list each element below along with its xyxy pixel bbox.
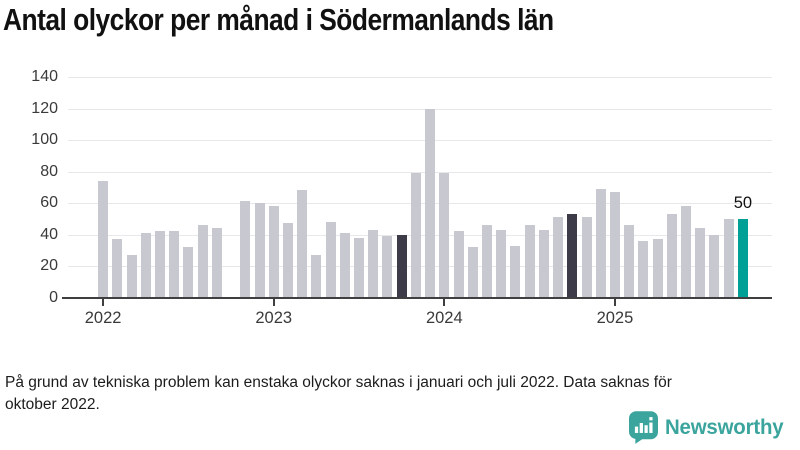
bar-2025-09: [723, 218, 734, 298]
newsworthy-logo-icon: [629, 411, 659, 444]
plot-area: 0 20 40 60 80 100 120 140 50 2022 2023 2024 2025: [31, 68, 772, 327]
bar-2025-05: [666, 214, 677, 298]
bar-2024-12: [595, 188, 606, 298]
bar-2025-04: [652, 239, 663, 298]
y-axis-tick-label: 100: [31, 131, 58, 148]
bar-2023-04: [311, 254, 322, 298]
y-axis-tick-label: 0: [49, 288, 58, 306]
x-axis-year-label-2024: 2024: [425, 308, 463, 327]
chart-title: Antal olyckor per månad i Södermanlands …: [3, 2, 554, 37]
bar-2024-07: [524, 225, 535, 298]
bar-2022-03: [126, 254, 137, 298]
bar-2024-04: [481, 225, 492, 298]
bar-2024-02: [453, 231, 464, 298]
bar-2025-03: [638, 240, 649, 298]
bar-2024-10: [567, 214, 578, 298]
bar-2022-12: [254, 203, 265, 298]
x-axis-tick-2025: [613, 299, 616, 306]
y-axis-tick-label: 80: [40, 162, 58, 180]
newsworthy-logo-text: Newsworthy: [665, 415, 784, 439]
y-axis-tick-label: 20: [40, 257, 58, 274]
bar-2023-10: [396, 234, 407, 298]
gridline-y-80: [68, 171, 772, 173]
x-axis-line: [62, 296, 772, 299]
bar-2024-03: [467, 247, 478, 298]
y-axis-tick-label: 60: [40, 194, 58, 211]
bar-2025-10: [737, 218, 748, 298]
bar-2025-02: [624, 225, 635, 298]
bar-2023-08: [368, 229, 379, 298]
value-annotation: 50: [733, 193, 753, 212]
footnote-line-1: På grund av tekniska problem kan enstaka…: [5, 374, 672, 391]
bar-2025-07: [695, 228, 706, 298]
bar-2025-08: [709, 234, 720, 298]
x-axis-tick-2023: [272, 299, 275, 306]
bar-2022-02: [112, 239, 123, 298]
y-axis-tick-label: 140: [31, 68, 58, 85]
x-axis-year-label-2022: 2022: [84, 308, 122, 327]
gridline-y-140: [68, 77, 772, 78]
bar-2024-09: [553, 217, 564, 298]
bar-2023-03: [297, 190, 308, 298]
bar-2023-09: [382, 236, 393, 298]
gridline-y-100: [68, 140, 772, 141]
bar-2022-09: [211, 228, 222, 298]
footnote: På grund av tekniska problem kan enstaka…: [5, 372, 672, 416]
bar-2022-05: [154, 231, 165, 298]
gridline-y-120: [68, 108, 772, 110]
bar-2025-01: [609, 191, 620, 298]
newsworthy-logo: Newsworthy: [629, 411, 790, 444]
x-axis-year-label-2023: 2023: [255, 308, 293, 327]
y-axis-tick-label: 40: [40, 225, 58, 243]
bar-2025-06: [681, 206, 692, 298]
bar-2022-11: [240, 201, 251, 298]
x-axis-tick-2024: [443, 299, 446, 306]
bar-2022-01: [98, 180, 109, 298]
bar-2023-01: [268, 206, 279, 298]
bar-2023-06: [339, 232, 350, 298]
x-axis-year-label-2025: 2025: [596, 308, 634, 327]
bar-2023-11: [410, 173, 421, 298]
bar-2023-05: [325, 221, 336, 298]
x-axis-tick-2022: [102, 299, 105, 306]
bar-2023-02: [282, 223, 293, 298]
bar-2022-04: [140, 232, 151, 298]
bar-2023-07: [354, 237, 365, 298]
bar-2024-08: [538, 229, 549, 298]
bar-2024-06: [510, 245, 521, 298]
bar-2022-08: [197, 225, 208, 298]
y-axis-tick-label: 120: [31, 99, 58, 117]
bar-2024-01: [439, 173, 450, 298]
bar-2022-07: [183, 247, 194, 298]
footnote-line-2: oktober 2022.: [5, 396, 100, 413]
bar-2023-12: [425, 108, 436, 298]
bar-2022-06: [169, 231, 180, 298]
bar-2024-05: [496, 229, 507, 298]
bar-2024-11: [581, 217, 592, 298]
